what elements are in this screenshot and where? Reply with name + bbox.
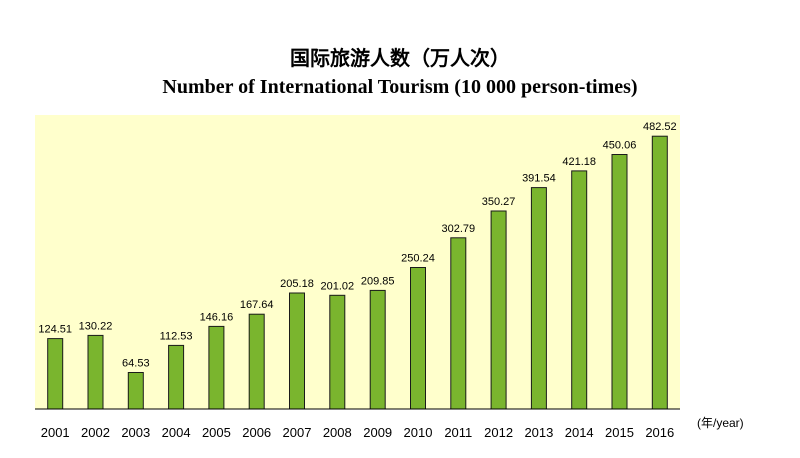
bar-2016 [652,136,667,409]
bar-2002 [88,335,103,409]
bar-2004 [169,345,184,409]
x-tick-label-2009: 2009 [363,425,392,440]
x-tick-label-2008: 2008 [323,425,352,440]
data-label-2011: 302.79 [441,223,475,235]
bar-2006 [249,314,264,409]
bar-2011 [451,238,466,409]
x-tick-label-2012: 2012 [484,425,513,440]
x-tick-label-2005: 2005 [202,425,231,440]
bar-2008 [330,295,345,409]
data-label-2005: 146.16 [200,311,234,323]
bar-2005 [209,326,224,409]
bar-2009 [370,290,385,409]
data-label-2014: 421.18 [562,156,596,168]
data-label-2015: 450.06 [603,140,637,152]
data-label-2006: 167.64 [240,299,274,311]
x-axis-label: (年/year) [697,416,744,430]
data-label-2001: 124.51 [38,324,72,336]
data-label-2002: 130.22 [79,320,113,332]
x-tick-label-2015: 2015 [605,425,634,440]
data-label-2003: 64.53 [122,358,150,370]
data-label-2008: 201.02 [320,280,354,292]
x-tick-label-2004: 2004 [162,425,191,440]
x-tick-label-2014: 2014 [565,425,594,440]
x-tick-label-2003: 2003 [121,425,150,440]
data-label-2013: 391.54 [522,173,556,185]
data-label-2007: 205.18 [280,278,314,290]
data-label-2012: 350.27 [482,196,516,208]
x-tick-label-2001: 2001 [41,425,70,440]
data-label-2016: 482.52 [643,121,677,133]
bar-2001 [48,339,63,409]
bar-2003 [128,373,143,410]
x-tick-label-2016: 2016 [645,425,674,440]
bar-2007 [290,293,305,409]
bar-2015 [612,155,627,410]
bar-2010 [411,268,426,410]
x-tick-label-2011: 2011 [444,425,472,440]
x-tick-label-2013: 2013 [524,425,553,440]
data-label-2004: 112.53 [160,330,193,342]
bar-2013 [531,188,546,409]
x-tick-label-2007: 2007 [283,425,312,440]
data-label-2009: 209.85 [361,275,395,287]
x-tick-label-2002: 2002 [81,425,110,440]
bar-2012 [491,211,506,409]
data-label-2010: 250.24 [401,253,435,265]
x-tick-label-2010: 2010 [404,425,433,440]
bar-2014 [572,171,587,409]
x-tick-label-2006: 2006 [242,425,271,440]
